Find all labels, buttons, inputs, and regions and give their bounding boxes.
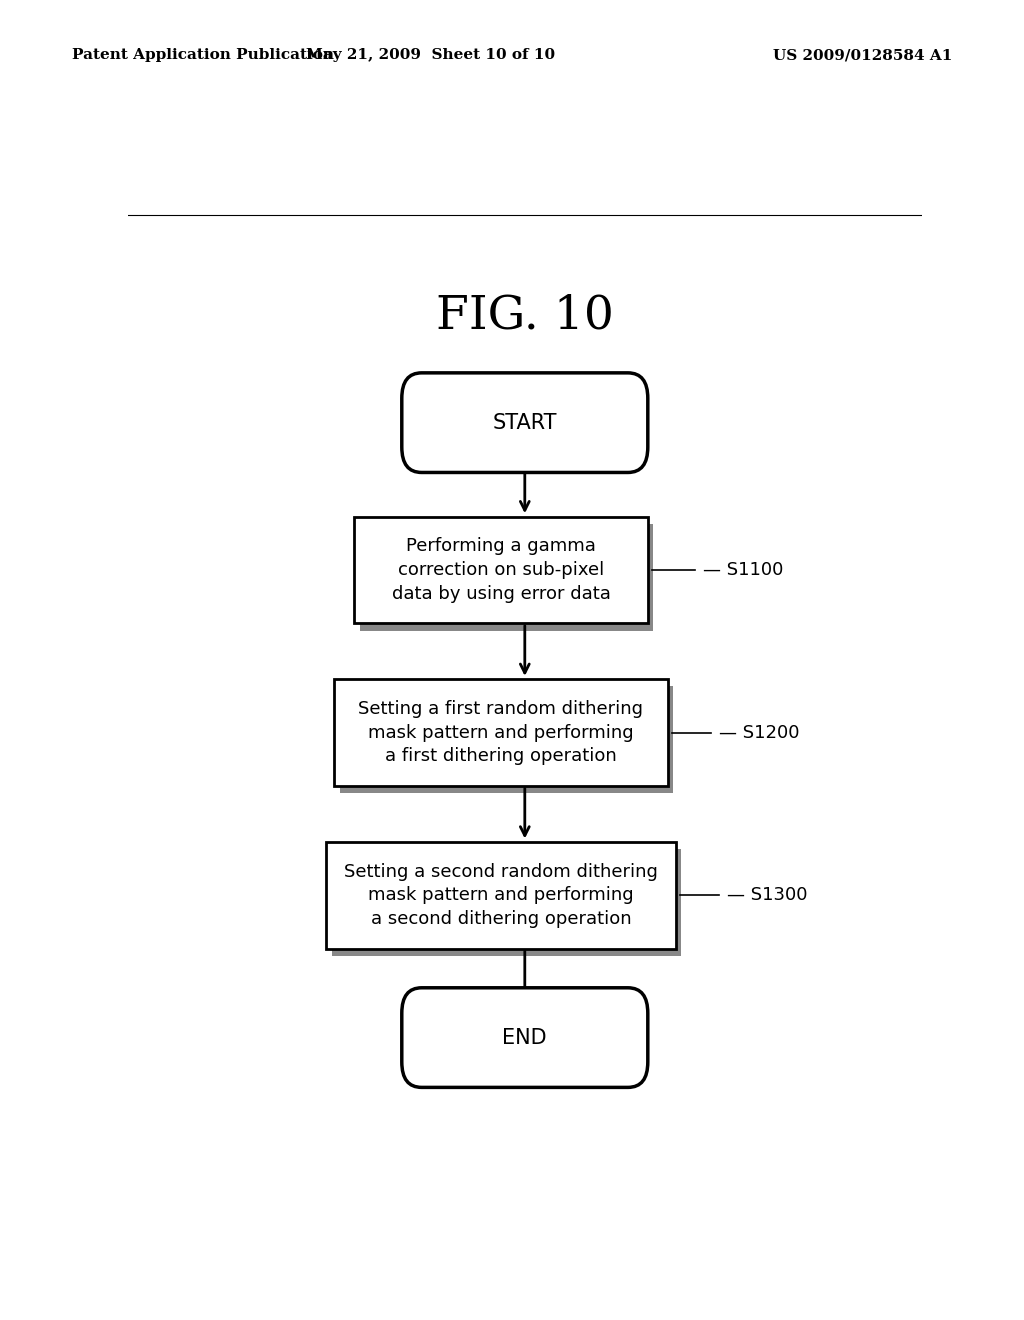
Text: Setting a second random dithering
mask pattern and performing
a second dithering: Setting a second random dithering mask p… <box>344 863 658 928</box>
Text: FIG. 10: FIG. 10 <box>436 293 613 338</box>
Text: — S1100: — S1100 <box>703 561 783 579</box>
Text: US 2009/0128584 A1: US 2009/0128584 A1 <box>773 49 952 62</box>
Text: START: START <box>493 413 557 433</box>
Text: Setting a first random dithering
mask pattern and performing
a first dithering o: Setting a first random dithering mask pa… <box>358 700 643 766</box>
Text: May 21, 2009  Sheet 10 of 10: May 21, 2009 Sheet 10 of 10 <box>305 49 555 62</box>
Text: END: END <box>503 1027 547 1048</box>
Text: Performing a gamma
correction on sub-pixel
data by using error data: Performing a gamma correction on sub-pix… <box>391 537 610 603</box>
FancyBboxPatch shape <box>401 987 648 1088</box>
Bar <box>354 516 648 623</box>
Bar <box>332 849 681 956</box>
Text: Patent Application Publication: Patent Application Publication <box>72 49 334 62</box>
Bar <box>327 842 676 949</box>
Text: — S1300: — S1300 <box>727 886 808 904</box>
Bar <box>340 686 673 793</box>
Bar <box>359 524 653 631</box>
FancyBboxPatch shape <box>401 372 648 473</box>
Text: — S1200: — S1200 <box>719 723 800 742</box>
Bar <box>334 680 668 785</box>
